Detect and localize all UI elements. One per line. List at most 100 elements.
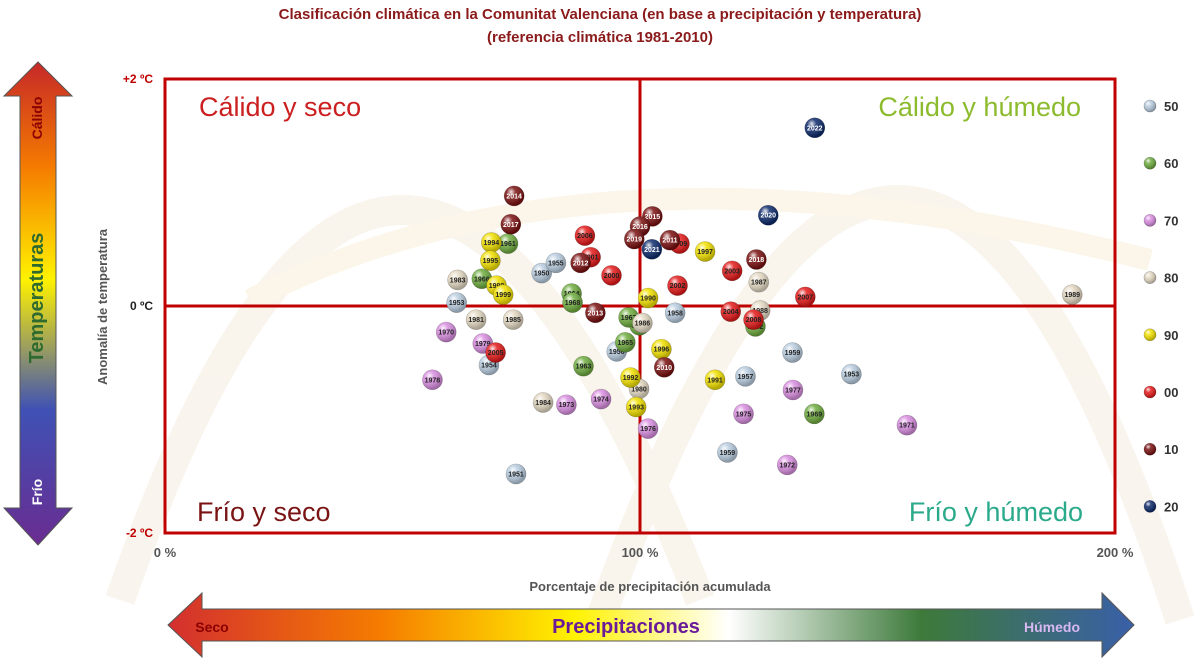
legend-item: 20 [1143, 499, 1178, 514]
point-label: 1967 [621, 315, 637, 322]
point-label: 1995 [483, 258, 499, 265]
x-axis-label: Porcentaje de precipitación acumulada [529, 579, 771, 594]
legend-label: 80 [1164, 271, 1178, 286]
point-shine [782, 342, 803, 363]
point-label: 1978 [425, 377, 441, 384]
data-point: 1953 [841, 363, 862, 385]
legend-item: 50 [1143, 99, 1178, 114]
data-point: 1997 [694, 241, 716, 262]
point-shine [795, 286, 816, 307]
data-points: 1950 1951 1953 1954 1955 1956 1957 1958 1959 1953… [422, 117, 1083, 485]
point-shine [503, 309, 524, 330]
point-label: 1954 [481, 363, 497, 370]
data-point: 1959 [782, 342, 803, 363]
point-label: 1998 [489, 283, 505, 290]
plot-area [163, 77, 1117, 535]
legend: 50 60 70 80 90 00 10 20 [1143, 99, 1178, 514]
point-label: 1985 [505, 317, 521, 324]
point-shine [638, 288, 659, 309]
point-label: 2009 [672, 241, 688, 248]
data-point: 1983 [447, 269, 468, 291]
point-label: 2021 [644, 247, 660, 254]
data-point: 1985 [502, 309, 524, 330]
point-label: 1968 [565, 300, 581, 307]
data-point: 1992 [620, 367, 641, 388]
quadrant-label: Frío y húmedo [909, 497, 1083, 527]
legend-label: 70 [1164, 213, 1178, 228]
point-shine [665, 302, 686, 323]
legend-item: 80 [1143, 271, 1178, 286]
point-label: 1969 [807, 411, 823, 418]
point-label: 2007 [798, 294, 814, 301]
watermark [105, 185, 1195, 626]
data-point: 2008 [743, 309, 764, 330]
data-point: 1999 [492, 284, 514, 305]
data-point: 1990 [637, 287, 659, 309]
legend-item: 70 [1143, 213, 1178, 228]
data-point: 1991 [704, 369, 726, 391]
data-point: 1971 [896, 414, 918, 436]
point-label: 2013 [588, 310, 604, 317]
point-shine [531, 263, 552, 284]
point-shine [651, 339, 672, 360]
point-shine [746, 249, 767, 270]
legend-label: 60 [1164, 156, 1178, 171]
point-shine [601, 265, 622, 286]
data-point: 1989 [1061, 284, 1083, 305]
point-label: 2001 [583, 255, 599, 262]
data-point: 2012 [570, 252, 591, 274]
data-point: 2022 [804, 117, 826, 139]
point-label: 2008 [746, 317, 762, 324]
point-shine [638, 418, 659, 439]
temp-arrow-label: Temperaturas [26, 233, 48, 364]
point-shine [591, 389, 612, 410]
y-tick-label: -2 ºC [126, 526, 153, 540]
data-point: 2002 [667, 275, 688, 296]
point-shine [504, 185, 525, 206]
point-shine [717, 442, 738, 463]
y-tick-label: +2 ºC [123, 72, 153, 86]
axis-ticks: 0 % 100 % 200 % +2 ºC 0 ºC -2 ºC [123, 72, 1134, 560]
legend-shine [1144, 443, 1156, 456]
point-shine [620, 367, 641, 388]
data-point: 1986 [632, 312, 653, 334]
point-label: 1988 [752, 308, 768, 315]
legend-shine [1144, 214, 1156, 227]
point-label: 1981 [468, 317, 484, 324]
y-axis-label: Anomalía de temperatura [95, 228, 110, 385]
point-label: 2002 [670, 283, 686, 290]
point-label: 1997 [697, 249, 713, 256]
data-point: 1987 [748, 271, 770, 293]
quadrant-label: Frío y seco [197, 497, 331, 527]
point-label: 1973 [559, 402, 575, 409]
point-label: 1977 [785, 387, 801, 394]
point-shine [841, 364, 862, 385]
point-shine [626, 397, 647, 418]
point-shine [705, 369, 726, 390]
legend-item: 00 [1143, 385, 1178, 400]
data-point: 1973 [556, 394, 577, 416]
point-shine [556, 394, 577, 415]
point-label: 1959 [720, 450, 736, 457]
data-point: 2004 [720, 301, 742, 322]
point-label: 1972 [779, 462, 795, 469]
data-point: 1963 [573, 355, 594, 377]
point-shine [624, 229, 645, 250]
data-point: 2013 [585, 302, 606, 324]
point-label: 1974 [593, 397, 609, 404]
precip-arrow-right-label: Húmedo [1024, 619, 1080, 635]
point-label: 1971 [899, 423, 915, 430]
point-shine [743, 309, 764, 330]
point-label: 2010 [656, 365, 672, 372]
temperature-arrow [2, 61, 74, 546]
data-point: 2021 [641, 238, 663, 260]
data-point: 1950 [531, 262, 552, 284]
point-label: 1975 [736, 411, 752, 418]
point-shine [804, 117, 825, 138]
legend-label: 20 [1164, 499, 1178, 514]
point-label: 1994 [484, 240, 500, 247]
point-label: 2005 [488, 350, 504, 357]
legend-label: 00 [1164, 385, 1178, 400]
point-label: 1987 [751, 280, 767, 287]
